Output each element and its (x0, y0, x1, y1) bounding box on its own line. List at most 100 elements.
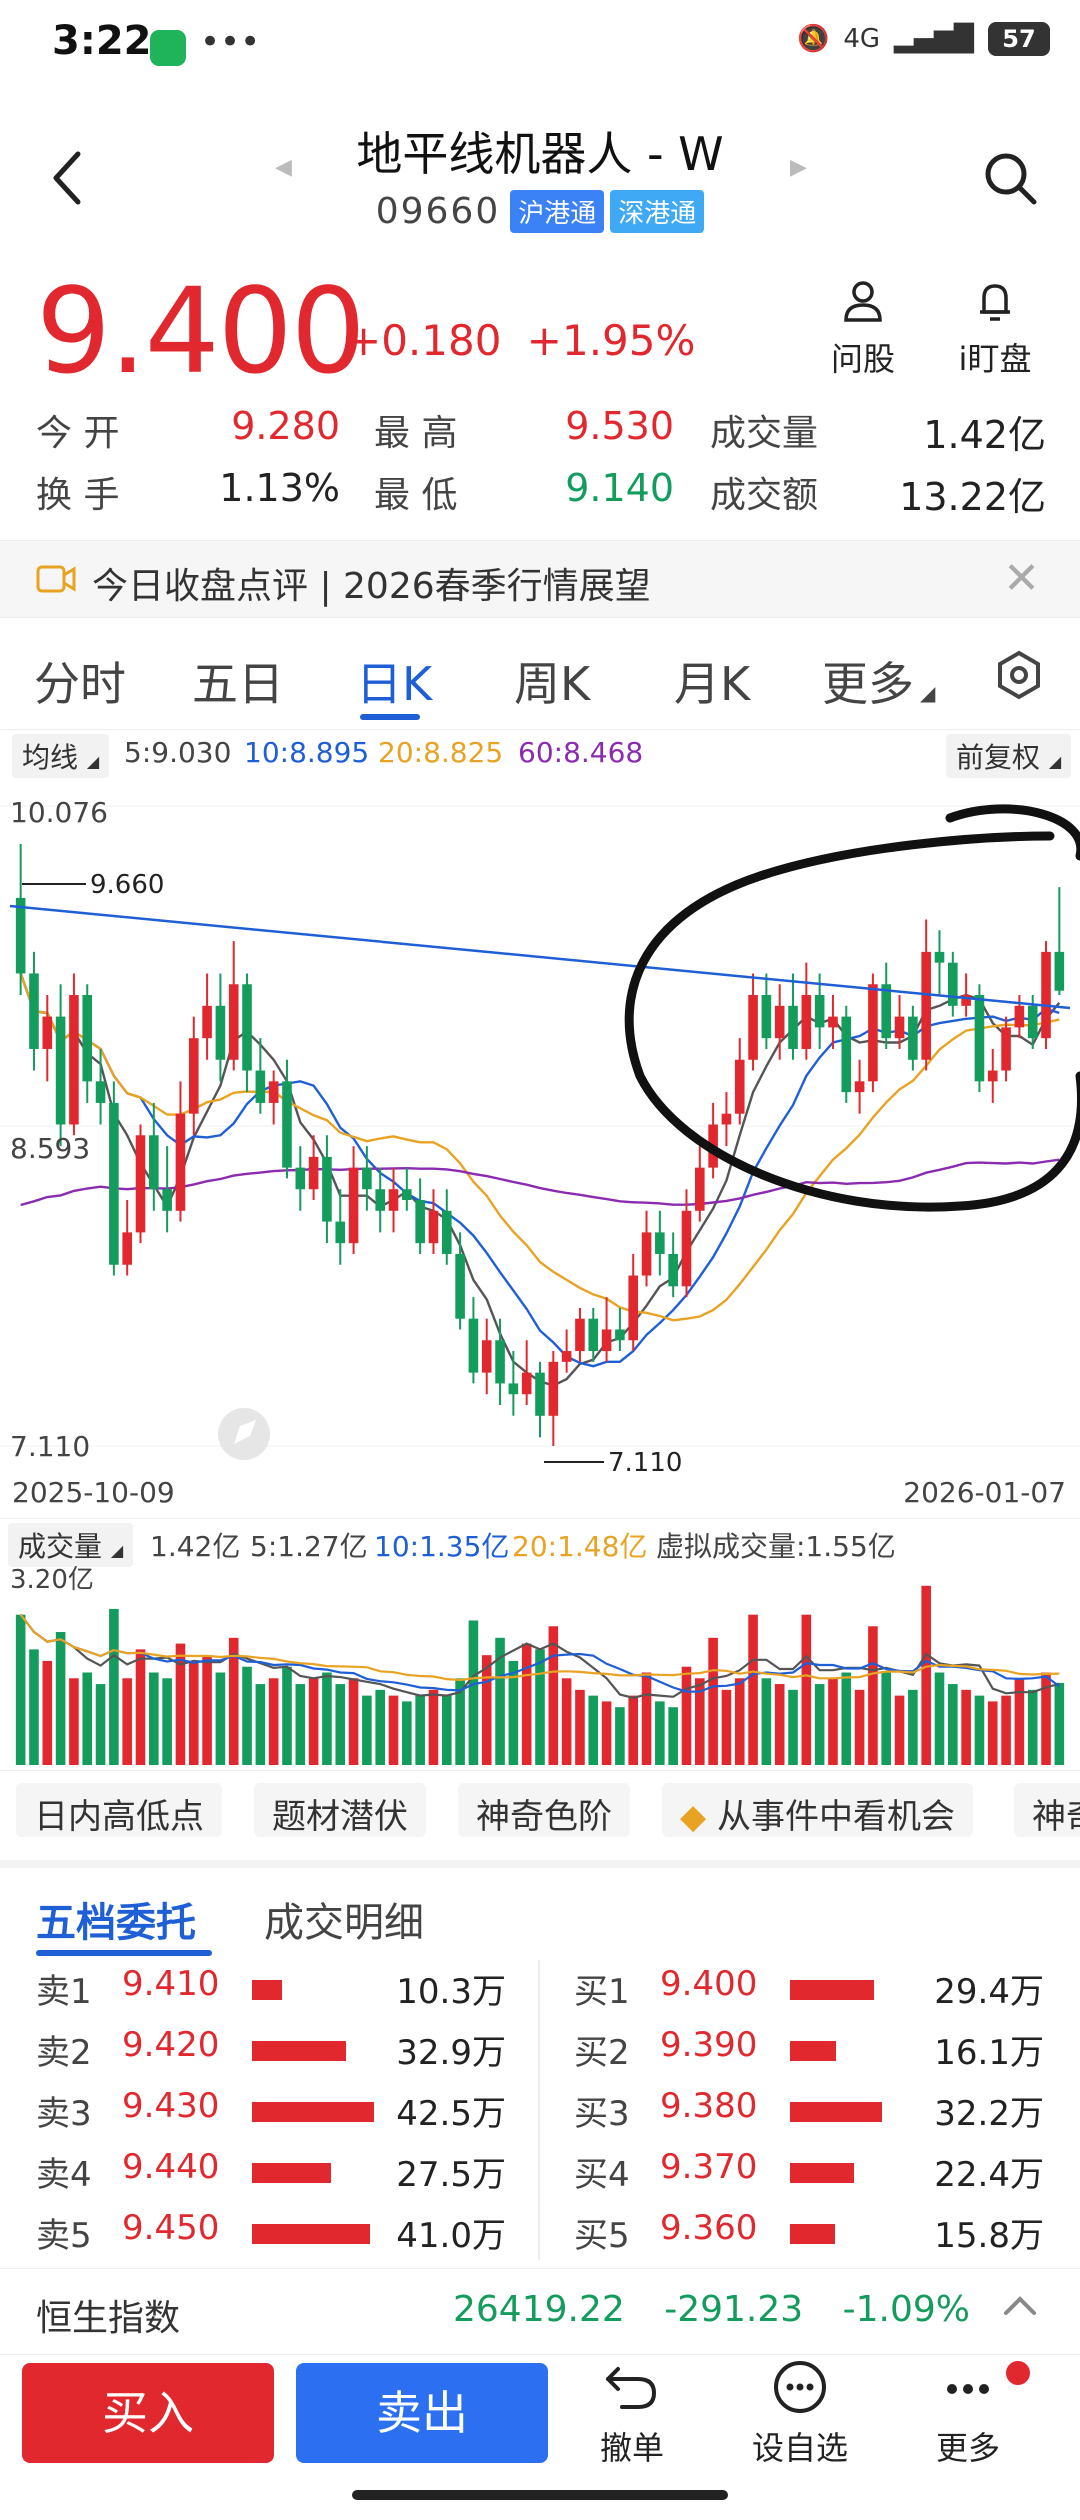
news-banner[interactable]: 今日收盘点评 | 2026春季行情展望 ✕ (0, 540, 1080, 618)
ask-row-3[interactable]: 卖3 9.430 42.5万 (36, 2086, 506, 2142)
depth-tab-indicator (36, 1950, 212, 1956)
bid-volume: 22.4万 (934, 2155, 1044, 2195)
candle (521, 1340, 532, 1406)
back-arrow-icon[interactable] (48, 148, 88, 208)
kline-chart[interactable]: 10.076 8.593 7.110 9.660 7.110 (0, 776, 1080, 1476)
ask-row-2[interactable]: 卖2 9.420 32.9万 (36, 2025, 506, 2081)
feature-event-opportunity[interactable]: ◆ 从事件中看机会 (662, 1783, 973, 1837)
y-mid-label: 8.593 (10, 1132, 90, 1165)
feature-intraday-high-low[interactable]: 日内高低点 (16, 1783, 222, 1837)
ask-volume: 27.5万 (396, 2155, 506, 2195)
kline-grid (0, 805, 1080, 1447)
volume-selector[interactable]: 成交量 ◢ (8, 1523, 134, 1567)
tab-monthly-k[interactable]: 月K (674, 657, 751, 711)
tab-trade-details[interactable]: 成交明细 (264, 1900, 424, 1946)
change-percent: +1.95% (526, 316, 696, 365)
candle (82, 984, 93, 1103)
prev-stock-icon[interactable]: ◀ (275, 155, 292, 180)
network-label: 4G (843, 24, 881, 54)
cancel-order-button[interactable]: 撤单 (572, 2359, 692, 2469)
volume-bars (15, 1585, 1065, 1765)
candle (881, 962, 892, 1049)
candle (455, 1232, 465, 1330)
ma-selector[interactable]: 均线 ◢ (12, 734, 110, 778)
candle (29, 951, 39, 1071)
status-bar: 3:22 ••• 🔕 4G ▂▄▆█ 57 (0, 0, 1080, 96)
candle (535, 1361, 545, 1438)
volume-bar (734, 1678, 745, 1765)
add-watchlist-button[interactable]: 设自选 (740, 2359, 860, 2469)
bid-volume: 16.1万 (934, 2033, 1044, 2073)
bid-row-2[interactable]: 买2 9.390 16.1万 (574, 2025, 1044, 2081)
ask-size-bar (252, 1980, 282, 2000)
buy-button[interactable]: 买入 (22, 2363, 274, 2463)
volume-max-label: 3.20亿 (10, 1565, 94, 1595)
sell-button[interactable]: 卖出 (296, 2363, 548, 2463)
tab-order-book[interactable]: 五档委托 (36, 1900, 196, 1946)
ask-stock-button[interactable]: 问股 (820, 278, 906, 380)
date-end: 2026-01-07 (903, 1476, 1066, 1509)
candle (894, 995, 905, 1049)
candle (242, 973, 252, 1093)
ask-row-5[interactable]: 卖5 9.450 41.0万 (36, 2208, 506, 2264)
bid-row-1[interactable]: 买1 9.400 29.4万 (574, 1964, 1044, 2020)
index-bar[interactable]: 恒生指数 26419.22 -291.23 -1.09% (0, 2268, 1080, 2354)
candle (508, 1351, 519, 1416)
peak-marker-label: 9.660 (90, 870, 164, 900)
volume-bar (774, 1684, 785, 1765)
volume-ma5: 5:1.27亿 (250, 1530, 368, 1563)
close-icon[interactable]: ✕ (1003, 553, 1040, 604)
battery-icon: 57 (988, 22, 1050, 56)
person-icon (844, 281, 882, 322)
ask-size-bar (252, 2163, 331, 2183)
candle (708, 1102, 718, 1179)
volume-bar (282, 1666, 292, 1765)
volume-bar (242, 1666, 252, 1765)
volume-chip-label: 成交量 (18, 1530, 103, 1563)
volume-chart[interactable]: 3.20亿 (0, 1560, 1080, 1770)
diamond-icon: ◆ (680, 1797, 707, 1837)
bid-row-4[interactable]: 买4 9.370 22.4万 (574, 2147, 1044, 2203)
caret-icon: ◢ (920, 681, 936, 705)
watch-board-button[interactable]: i盯盘 (940, 278, 1050, 380)
shield-app-icon (150, 30, 186, 66)
candle (228, 941, 239, 1071)
ask-row-4[interactable]: 卖4 9.440 27.5万 (36, 2147, 506, 2203)
tab-more[interactable]: 更多 ◢ (822, 648, 935, 714)
volume-bar (881, 1672, 892, 1765)
volume-bar (641, 1672, 652, 1765)
depth-tabs: 五档委托 成交明细 (0, 1860, 1080, 1956)
bid-row-5[interactable]: 买5 9.360 15.8万 (574, 2208, 1044, 2264)
feature-magic-more[interactable]: 神奇 (1014, 1783, 1080, 1837)
volume-bar (814, 1684, 825, 1765)
more-button[interactable]: 更多 (908, 2359, 1030, 2469)
active-tab-indicator (360, 714, 420, 720)
feature-magic-color[interactable]: 神奇色阶 (458, 1783, 630, 1837)
volume-bar (601, 1701, 612, 1765)
volume-ma10: 10:1.35亿 (374, 1530, 510, 1563)
settings-icon[interactable] (994, 650, 1044, 700)
bid-row-3[interactable]: 买3 9.380 32.2万 (574, 2086, 1044, 2142)
tab-intraday[interactable]: 分时 (34, 657, 126, 711)
next-stock-icon[interactable]: ▶ (790, 155, 807, 180)
volume-bar (255, 1684, 266, 1765)
chevron-up-icon[interactable] (1000, 2285, 1040, 2325)
volume-bar (974, 1695, 985, 1765)
candle (801, 962, 812, 1060)
volume-bar (335, 1684, 346, 1765)
ma60-line (20, 1158, 1060, 1207)
volume-bar (828, 1678, 838, 1765)
chart-edit-icon[interactable] (218, 1408, 270, 1460)
volume-bar (721, 1689, 732, 1765)
tab-five-day[interactable]: 五日 (192, 657, 284, 711)
candle (428, 1189, 439, 1254)
tab-weekly-k[interactable]: 周K (514, 657, 591, 711)
candle (441, 1189, 452, 1265)
volume-bar (575, 1689, 585, 1765)
adjust-selector[interactable]: 前复权 ◢ (946, 734, 1072, 778)
search-icon[interactable] (980, 148, 1040, 208)
tab-daily-k[interactable]: 日K (356, 657, 433, 711)
ask-row-1[interactable]: 卖1 9.410 10.3万 (36, 1964, 506, 2020)
feature-theme-ambush[interactable]: 题材潜伏 (254, 1783, 426, 1837)
tab-more-label: 更多 (822, 657, 914, 711)
